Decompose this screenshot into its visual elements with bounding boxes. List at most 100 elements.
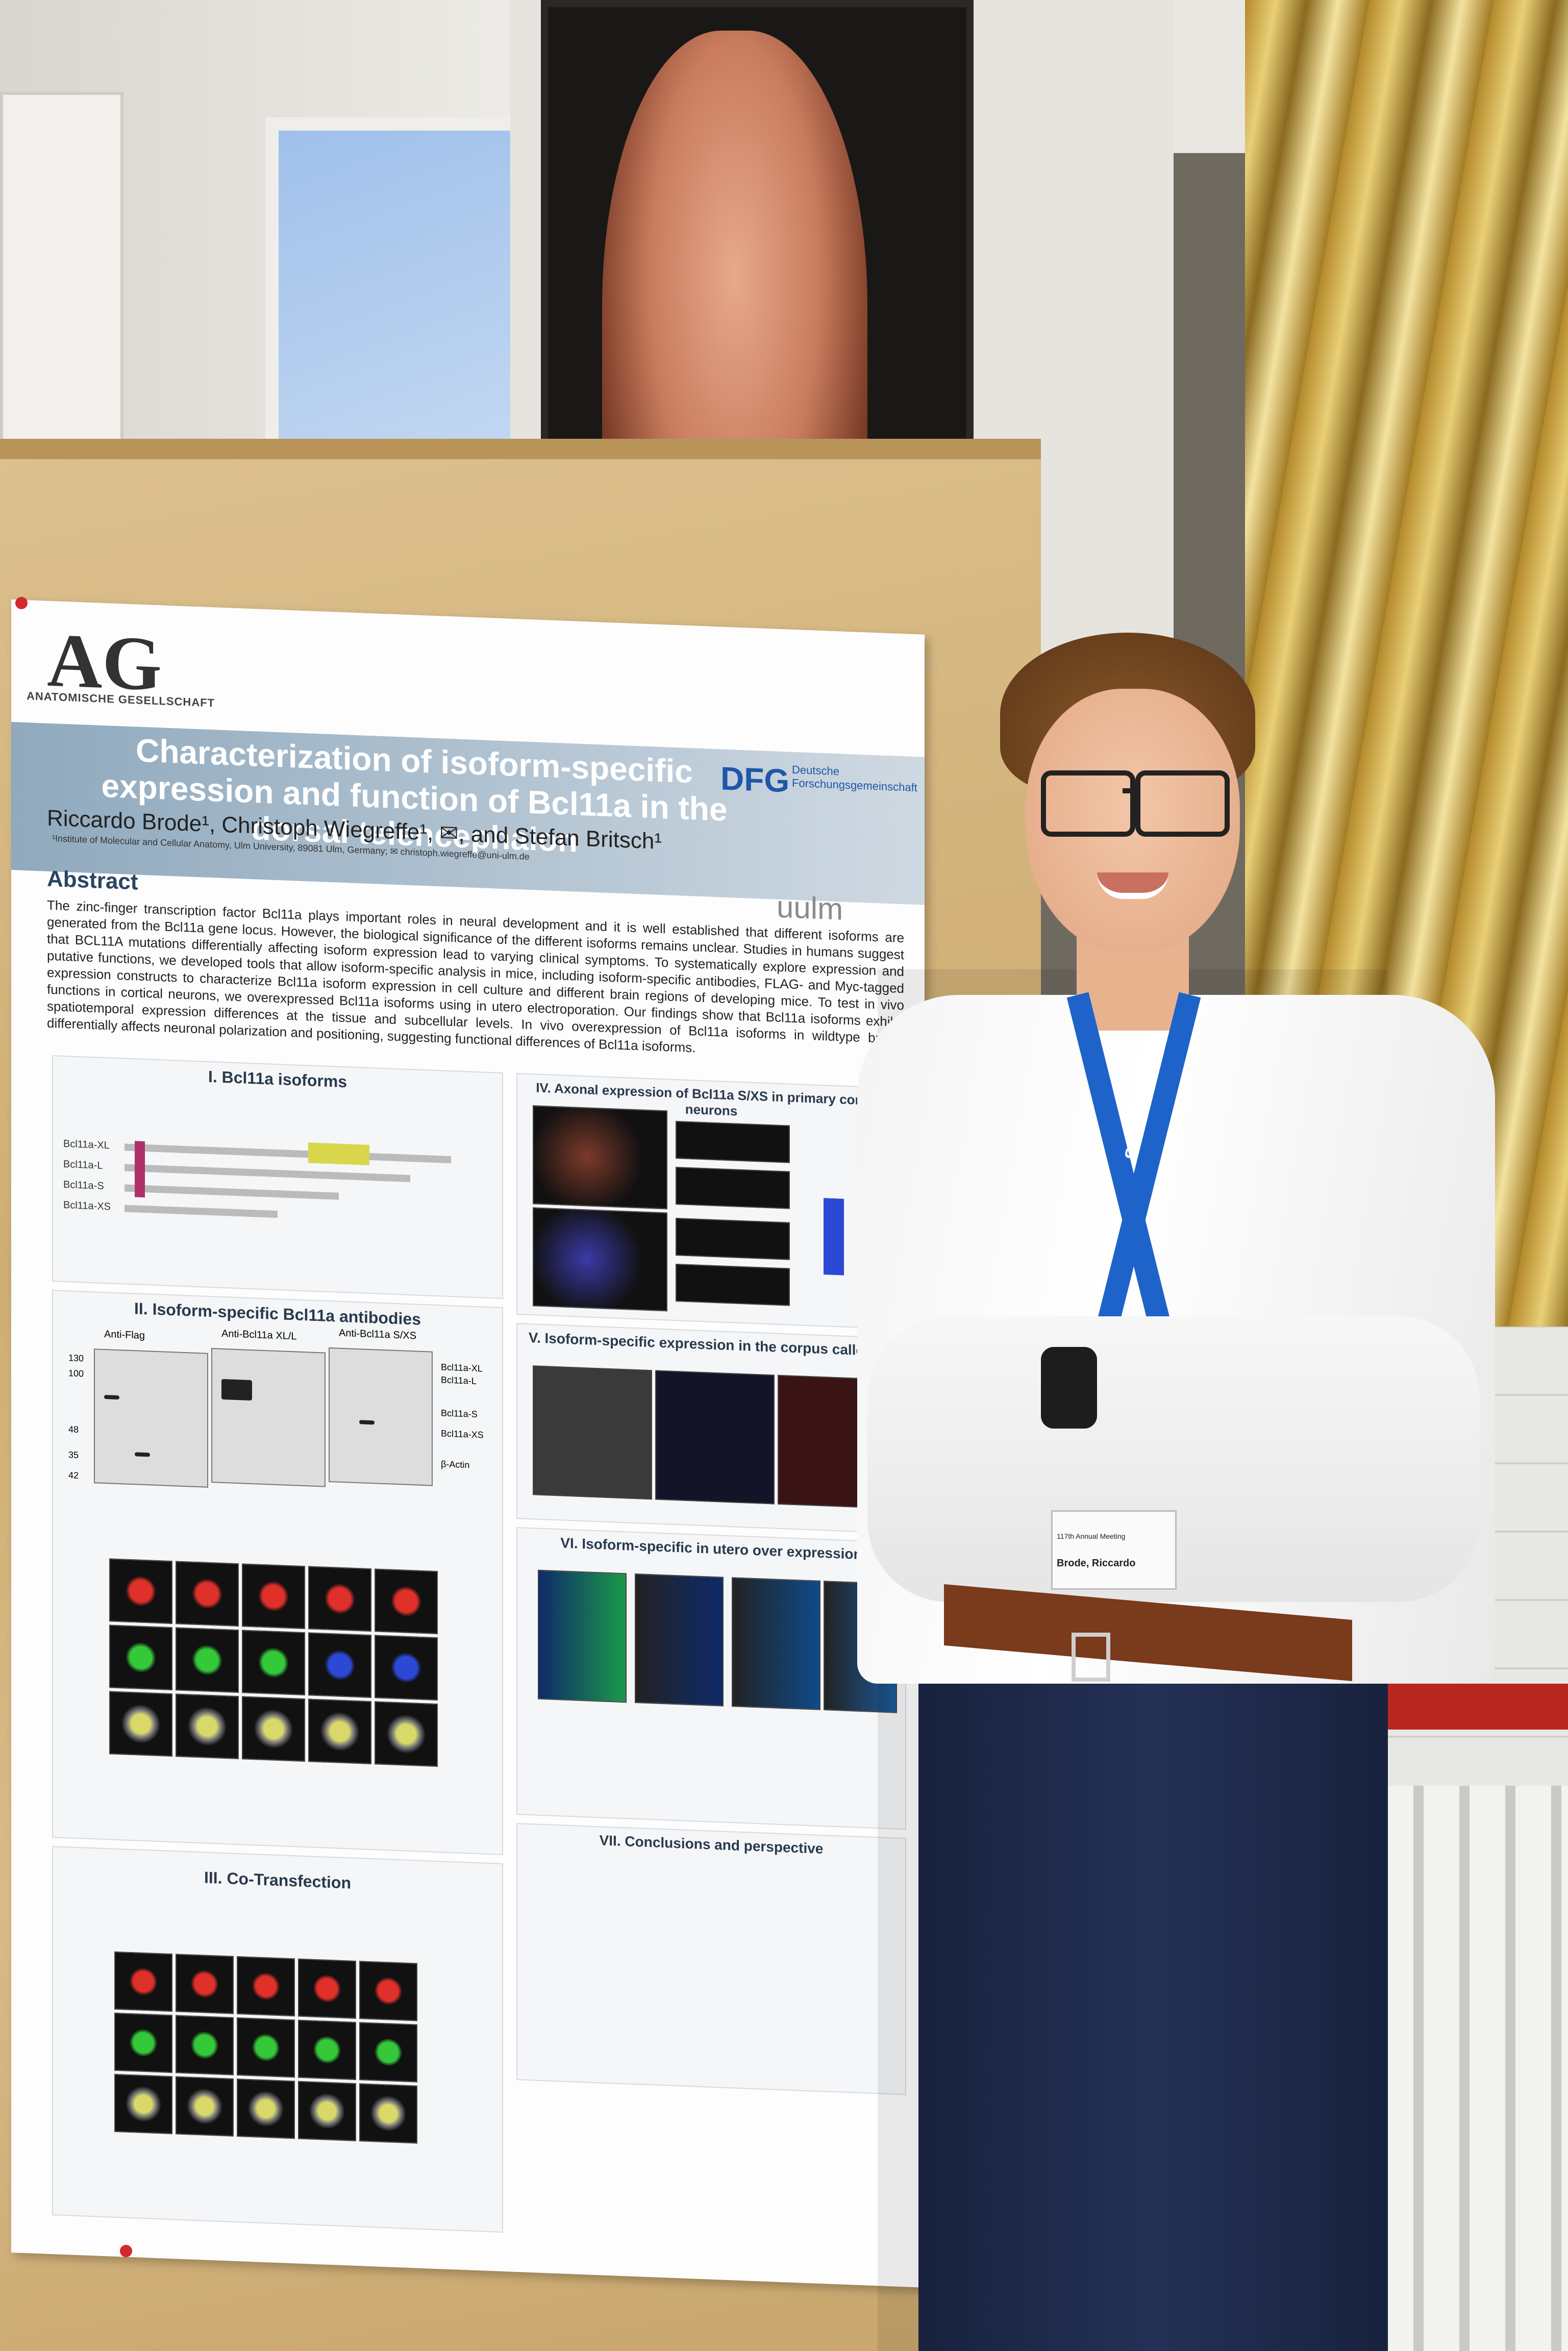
band-label: Bcl11a-L [441, 1374, 477, 1387]
microscopy-tile [176, 2015, 234, 2075]
microscopy-tile [176, 1561, 239, 1627]
trousers [918, 1653, 1388, 2351]
microscopy-tile [298, 2019, 356, 2080]
dfg-name: Deutsche Forschungsgemeinschaft [792, 763, 917, 794]
microscopy-tile [176, 1954, 234, 2014]
microscopy-tile [308, 1698, 371, 1765]
panel-axonal-expression: IV. Axonal expression of Bcl11a S/XS in … [516, 1073, 906, 1330]
isoform-label: Bcl11a-L [63, 1158, 103, 1171]
panel-in-utero: VI. Isoform-specific in utero over expre… [516, 1527, 906, 1830]
blot-band [359, 1420, 375, 1425]
microscopy-tile [375, 1635, 438, 1701]
board-edge [0, 439, 1041, 459]
microscopy-tile [114, 2012, 172, 2073]
glasses-lens-left [1041, 770, 1135, 837]
microscopy-tile [176, 1627, 239, 1693]
dendrite-image [676, 1167, 790, 1209]
marker-label: 35 [68, 1449, 79, 1461]
axon-image [676, 1218, 790, 1260]
microscopy-tile [375, 1568, 438, 1635]
panel-antibodies: II. Isoform-specific Bcl11a antibodies A… [52, 1290, 503, 1856]
bar [824, 1198, 844, 1275]
gene-structure-row [125, 1164, 410, 1183]
microscopy-tile [359, 2022, 417, 2083]
blot-label: Anti-Flag [104, 1328, 145, 1342]
panel-title: II. Isoform-specific Bcl11a antibodies [134, 1299, 421, 1329]
western-blot [329, 1347, 433, 1486]
smartwatch [1041, 1347, 1097, 1429]
western-blot [94, 1348, 208, 1488]
microscopy-tile [298, 2081, 356, 2141]
neuron-image [533, 1105, 667, 1210]
microscopy-tile [242, 1563, 305, 1630]
blot-band [104, 1394, 119, 1400]
microscopy-tile [242, 1696, 305, 1762]
western-blot [211, 1348, 326, 1487]
dendrite-image [676, 1264, 790, 1306]
microscopy-tile [237, 2017, 295, 2078]
panel-isoforms: I. Bcl11a isoforms Bcl11a-XL Bcl11a-L Bc… [52, 1055, 503, 1299]
marker-label: 130 [68, 1353, 84, 1364]
abstract-heading: Abstract [47, 866, 138, 895]
axon-image [676, 1121, 790, 1163]
microscopy-tile [109, 1624, 172, 1691]
badge-name: Brode, Riccardo [1057, 1558, 1136, 1569]
microscopy-tile [375, 1701, 438, 1767]
neuron-image [533, 1207, 667, 1312]
microscopy-tile [242, 1630, 305, 1696]
microscopy-tile [114, 2073, 172, 2135]
microscopy-tile [237, 2078, 295, 2139]
gene-structure-row [125, 1143, 451, 1164]
isoform-label: Bcl11a-S [63, 1179, 104, 1192]
microscopy-tile [109, 1691, 172, 1757]
isoform-label: Bcl11a-XS [63, 1199, 111, 1213]
microscopy-tile [176, 2076, 234, 2137]
microscopy-tile [359, 1961, 417, 2021]
band-label: Bcl11a-XS [441, 1428, 484, 1440]
marker-label: 48 [68, 1424, 79, 1435]
band-label: β-Actin [441, 1459, 470, 1470]
band-label: Bcl11a-S [441, 1408, 478, 1420]
gene-structure-row [125, 1184, 339, 1200]
pushpin [15, 597, 28, 609]
brain-section-image [533, 1365, 652, 1500]
microscopy-tile [109, 1558, 172, 1624]
electroporation-image [732, 1577, 820, 1710]
blot-band [221, 1379, 252, 1401]
smile [1097, 872, 1168, 899]
name-badge: 117th Annual Meeting Brode, Riccardo [1051, 1510, 1177, 1590]
glasses-bridge [1123, 788, 1140, 793]
microscopy-tile [359, 2083, 417, 2144]
air-conditioner [0, 92, 123, 455]
dfg-logo: DFG [720, 760, 790, 799]
blot-label: Anti-Bcl11a S/XS [339, 1327, 416, 1342]
scientific-poster: AG ANATOMISCHE GESELLSCHAFT Characteriza… [11, 599, 925, 2288]
panel-conclusions: VII. Conclusions and perspective [516, 1823, 906, 2095]
microscopy-tile [237, 1956, 295, 2017]
panel-title: VII. Conclusions and perspective [599, 1832, 824, 1857]
brain-section-image [655, 1370, 775, 1505]
microscopy-tile [298, 1958, 356, 2019]
blot-band [135, 1452, 150, 1457]
electroporation-image [635, 1573, 724, 1707]
abstract-text: The zinc-finger transcription factor Bcl… [47, 897, 904, 1056]
electroporation-image [538, 1569, 627, 1703]
panel-cotransfection: III. Co-Transfection [52, 1846, 503, 2233]
panel-title: I. Bcl11a isoforms [208, 1067, 347, 1091]
panel-title: VI. Isoform-specific in utero over expre… [560, 1535, 862, 1563]
microscopy-tile [308, 1632, 371, 1698]
exon-block [308, 1142, 369, 1165]
red-rail [1367, 1684, 1568, 1730]
gene-structure-row [125, 1205, 278, 1218]
glasses-lens-right [1135, 770, 1230, 837]
radiator [1378, 1786, 1568, 2351]
microscopy-tile [114, 1951, 172, 2012]
pushpin [120, 2245, 132, 2257]
microscopy-tile [176, 1693, 239, 1760]
band-label: Bcl11a-XL [441, 1362, 483, 1374]
marker-label: 42 [68, 1470, 79, 1481]
blot-label: Anti-Bcl11a XL/L [221, 1328, 297, 1342]
microscopy-tile [308, 1566, 371, 1632]
badge-meeting: 117th Annual Meeting [1057, 1532, 1126, 1540]
uulm-logo: uulm [777, 889, 843, 927]
